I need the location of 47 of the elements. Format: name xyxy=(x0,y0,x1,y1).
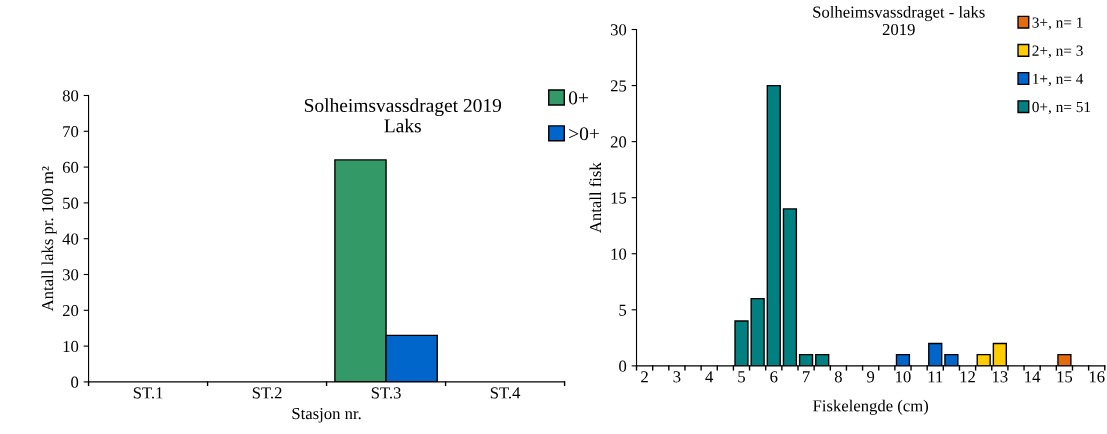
x-tick-label: 10 xyxy=(896,371,911,383)
y-tick-label: 0 xyxy=(619,360,627,372)
y-tick-label: 20 xyxy=(610,136,627,148)
x-axis-title: Fiskelengde (cm) xyxy=(813,399,929,415)
x-tick-label: 3 xyxy=(673,371,681,383)
x-tick-label: 13 xyxy=(992,371,1008,383)
x-tick-label: ST.2 xyxy=(252,387,282,399)
chart-title: Solheimsvassdraget - laks 2019 xyxy=(813,5,985,36)
y-tick-label: 25 xyxy=(610,80,627,92)
text: Solheimsvassdraget 2019 Laks xyxy=(304,98,502,133)
x-tick-label: ST.4 xyxy=(490,387,521,399)
legend-label: 0+, n= 51 xyxy=(1032,101,1091,115)
x-tick-label: 4 xyxy=(705,371,714,383)
x-tick-label: 11 xyxy=(928,371,943,383)
y-tick-label: 15 xyxy=(611,192,627,204)
legend-label: 0+ xyxy=(568,91,588,105)
y-tick-label: 40 xyxy=(62,233,79,245)
y-tick-label: 50 xyxy=(63,197,79,209)
y-tick-label: 20 xyxy=(62,305,79,317)
y-tick-label: 0 xyxy=(71,376,79,388)
y-tick-label: 80 xyxy=(62,90,79,102)
legend-label: 1+, n= 4 xyxy=(1033,73,1084,87)
y-tick-label: 10 xyxy=(63,340,79,353)
x-tick-label: 5 xyxy=(738,371,745,383)
legend-label: >0+ xyxy=(569,127,599,141)
y-tick-label: 5 xyxy=(619,304,627,316)
x-tick-label: 8 xyxy=(834,371,842,383)
x-tick-label: 12 xyxy=(960,371,975,383)
x-tick-label: 14 xyxy=(1025,371,1041,383)
y-axis-title: Antall laks pr. 100 m² xyxy=(41,166,57,312)
y-axis-title: Antall fisk xyxy=(589,162,602,233)
x-axis-title: Stasjon nr. xyxy=(292,407,361,423)
x-tick-label: 7 xyxy=(803,371,810,383)
x-tick-label: ST.3 xyxy=(371,387,401,399)
y-tick-label: 10 xyxy=(611,248,627,260)
x-tick-label: 16 xyxy=(1089,371,1105,383)
x-tick-label: 15 xyxy=(1057,371,1073,383)
x-tick-label: 2 xyxy=(641,371,648,383)
legend-label: 2+, n= 3 xyxy=(1032,45,1083,59)
x-tick-label: 9 xyxy=(867,371,875,383)
y-tick-label: 30 xyxy=(62,269,79,281)
y-tick-label: 30 xyxy=(610,24,627,36)
x-tick-label: 6 xyxy=(770,371,778,383)
x-tick-label: ST.1 xyxy=(133,387,163,399)
y-tick-label: 70 xyxy=(63,125,79,138)
legend-label: 3+, n= 1 xyxy=(1032,17,1083,30)
y-tick-label: 60 xyxy=(62,161,79,174)
